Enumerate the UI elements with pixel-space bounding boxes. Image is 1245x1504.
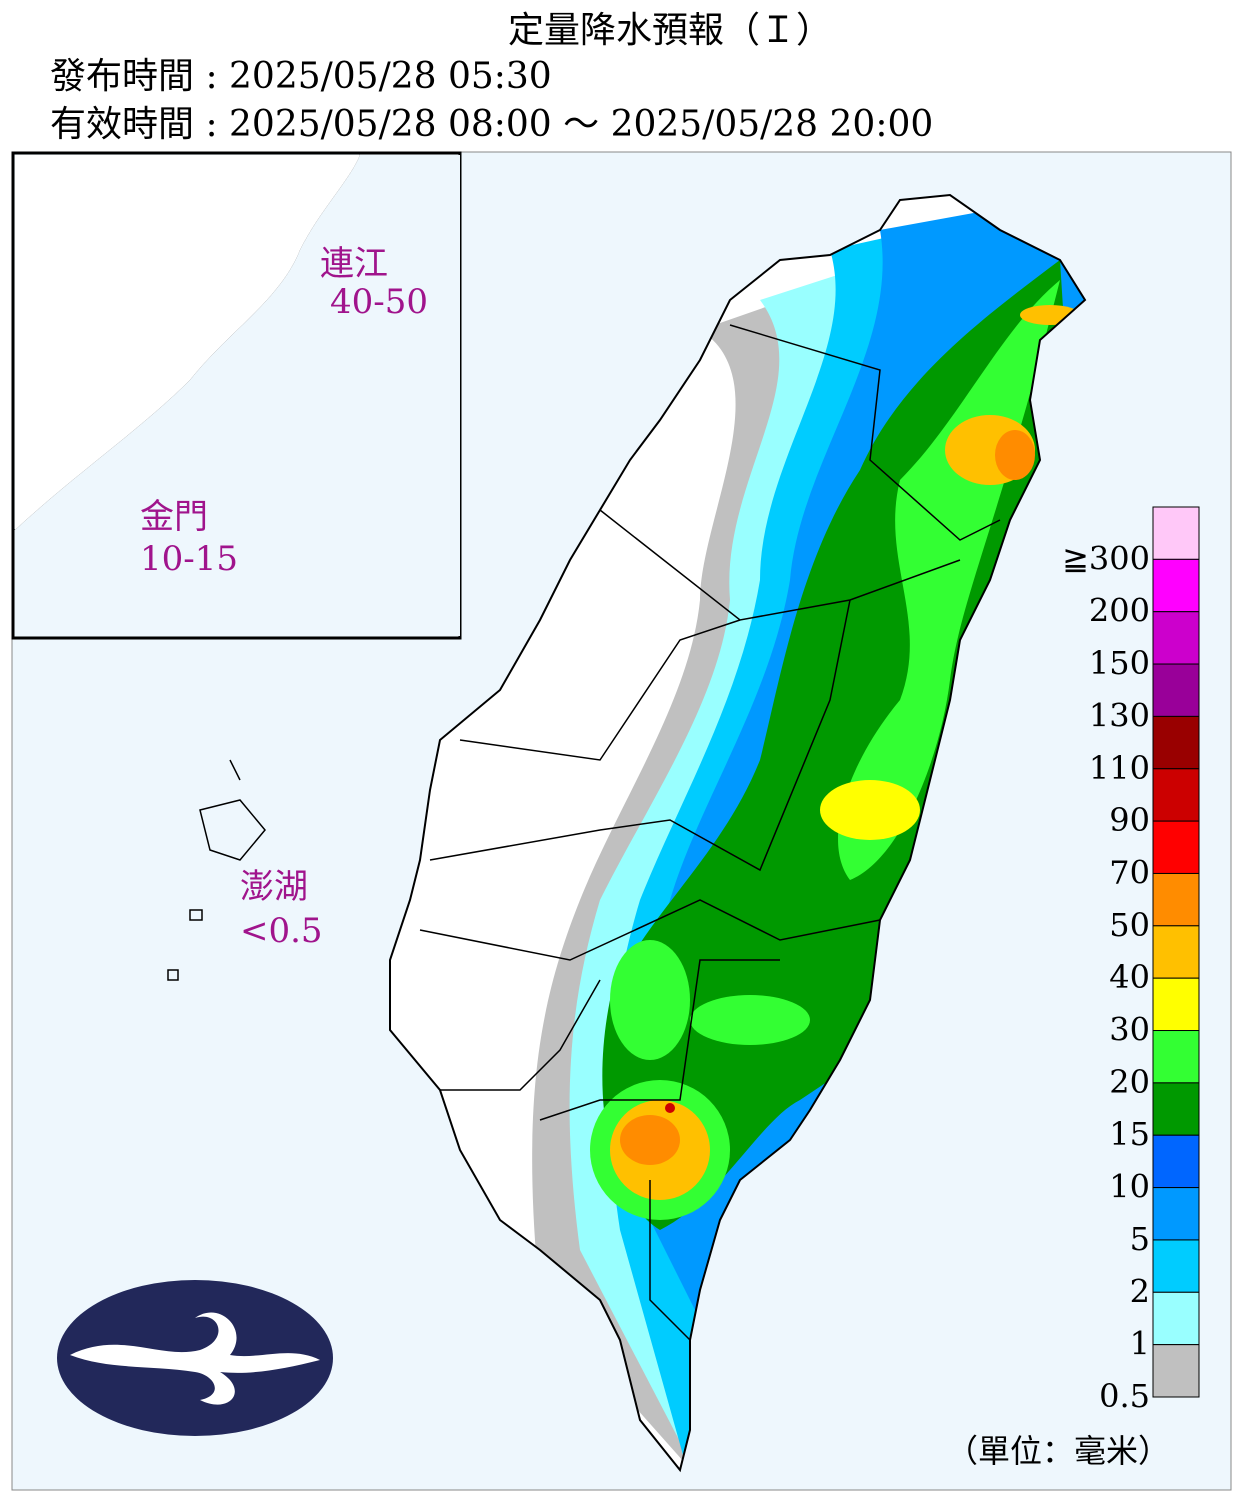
legend-swatch (1152, 663, 1200, 717)
legend-label: 30 (1109, 1011, 1150, 1049)
taiwan-outline (389, 193, 1087, 1473)
island-name: 金門 (140, 497, 208, 537)
inset-land (15, 155, 360, 530)
cwa-logo (57, 1280, 333, 1436)
legend-swatch (1152, 1239, 1200, 1293)
valid-time: 有效時間 : 2025/05/28 08:00 ～ 2025/05/28 20:… (50, 104, 933, 145)
legend-swatch (1152, 1344, 1200, 1398)
island-name: 澎湖 (240, 867, 308, 907)
legend-label: 70 (1109, 853, 1150, 891)
legend-swatch (1152, 1187, 1200, 1241)
legend-label: 40 (1109, 958, 1150, 996)
issued-time: 發布時間 : 2025/05/28 05:30 (50, 56, 552, 97)
title: 定量降水預報（Ｉ） (508, 10, 832, 51)
legend-swatch (1152, 1030, 1200, 1084)
legend-swatch (1152, 872, 1200, 927)
legend-swatch (1152, 1291, 1200, 1346)
legend-label: ≧300 (1062, 539, 1150, 577)
island-range: 40-50 (330, 282, 428, 322)
legend-label: 20 (1109, 1063, 1150, 1101)
legend-label: 200 (1089, 592, 1150, 630)
penghu-islands (167, 759, 266, 981)
legend-label: 10 (1109, 1168, 1150, 1206)
legend-swatch (1152, 611, 1200, 665)
legend-swatch (1152, 925, 1200, 979)
island-range: <0.5 (240, 911, 323, 951)
legend-label: 1 (1130, 1325, 1150, 1363)
legend-swatch (1152, 1082, 1200, 1136)
legend-swatch (1152, 558, 1200, 613)
legend-label: 130 (1089, 696, 1150, 734)
legend-swatch (1152, 768, 1200, 822)
legend-label: 5 (1130, 1220, 1150, 1258)
legend-label: 150 (1089, 644, 1150, 682)
legend-swatch (1152, 1134, 1200, 1189)
unit-label: （單位：毫米） (946, 1432, 1170, 1470)
legend-label: 50 (1109, 906, 1150, 944)
legend-label: 0.5 (1099, 1377, 1150, 1415)
island-range: 10-15 (140, 539, 238, 579)
county-borders (419, 324, 1001, 1341)
legend: ≧300 200 150 130 110 90 70 50 40 30 20 15 10 5 2 1 0.5 (1062, 506, 1200, 1415)
legend-label: 110 (1089, 749, 1150, 787)
inset-sea (15, 155, 460, 636)
legend-label: 15 (1109, 1115, 1150, 1153)
legend-swatch (1152, 506, 1200, 560)
island-name: 連江 (320, 244, 388, 284)
legend-swatch (1152, 820, 1200, 874)
legend-swatch (1152, 977, 1200, 1032)
legend-swatch (1152, 715, 1200, 770)
legend-label: 90 (1109, 801, 1150, 839)
legend-label: 2 (1130, 1272, 1150, 1310)
